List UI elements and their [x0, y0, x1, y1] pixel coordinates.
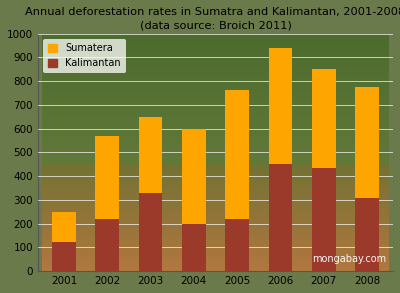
Bar — [182, 129, 206, 224]
Bar — [312, 69, 336, 168]
Legend: Sumatera, Kalimantan: Sumatera, Kalimantan — [43, 39, 126, 73]
Bar — [139, 193, 162, 271]
Bar — [182, 224, 206, 271]
Title: Annual deforestation rates in Sumatra and Kalimantan, 2001-2008
(data source: Br: Annual deforestation rates in Sumatra an… — [25, 7, 400, 30]
Bar — [52, 212, 76, 241]
Bar — [95, 219, 119, 271]
Bar — [139, 117, 162, 193]
Bar — [312, 168, 336, 271]
Bar — [95, 136, 119, 219]
Bar — [52, 241, 76, 271]
Bar — [268, 48, 292, 164]
Text: mongabay.com: mongabay.com — [312, 254, 386, 264]
Bar — [355, 87, 379, 197]
Bar — [225, 89, 249, 219]
Bar — [268, 164, 292, 271]
Bar — [225, 219, 249, 271]
Bar — [355, 197, 379, 271]
